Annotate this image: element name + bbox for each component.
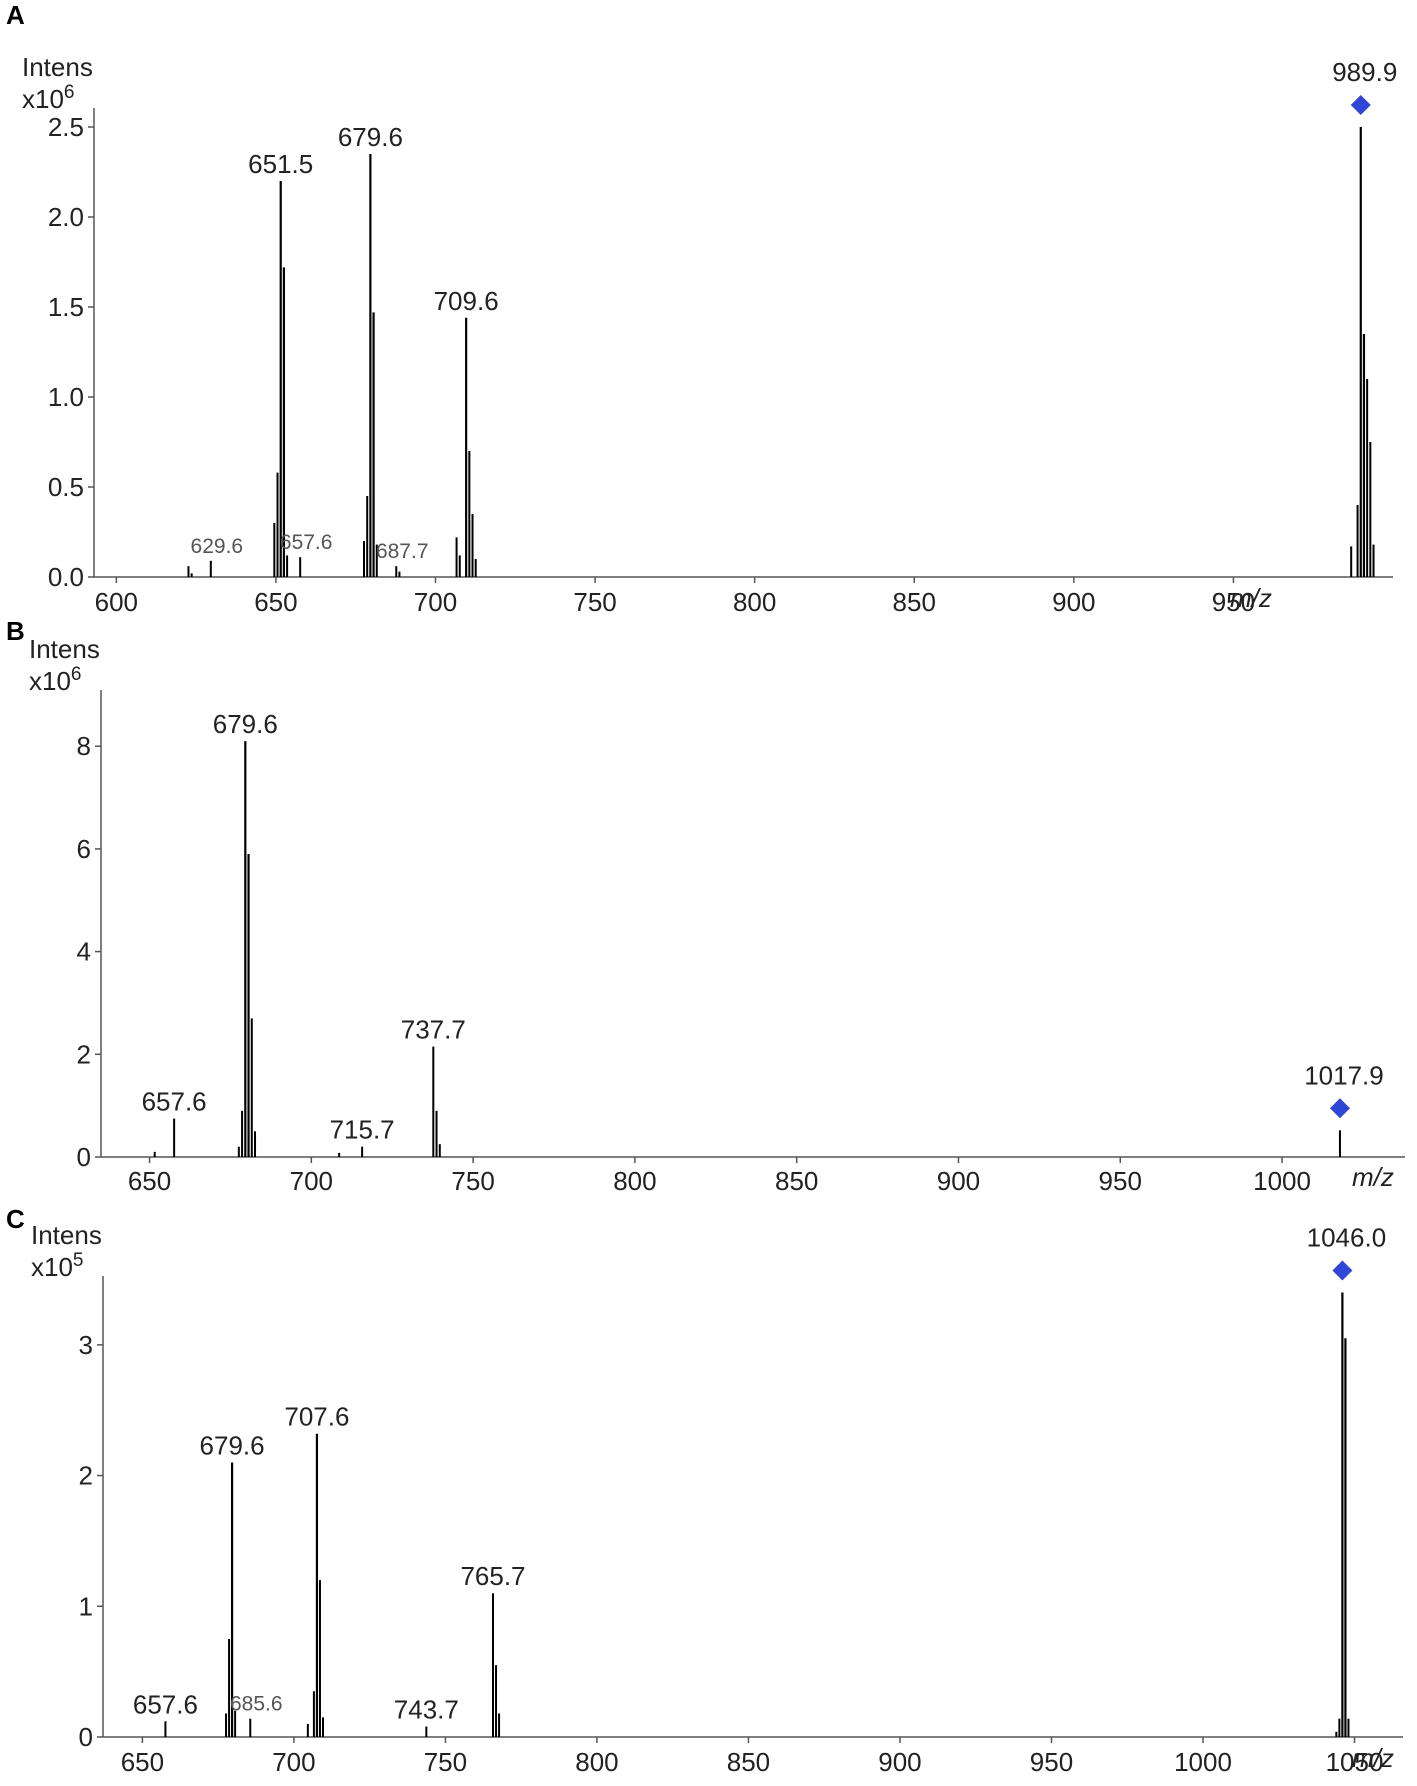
y-axis-exponent-base: x10 [31, 1252, 73, 1282]
x-tick-label: 850 [893, 587, 936, 617]
y-axis-exponent-power: 6 [71, 664, 82, 685]
x-tick-label: 650 [128, 1166, 171, 1196]
x-tick-label: 750 [573, 587, 616, 617]
peak-label: 685.6 [230, 1693, 283, 1716]
y-axis-exponent-base: x10 [22, 84, 64, 114]
x-tick-label: 800 [575, 1747, 618, 1777]
x-tick-label: 1000 [1174, 1747, 1232, 1777]
peak-label: 629.6 [191, 535, 244, 558]
y-axis-label: Intens [29, 634, 100, 664]
x-tick-label: 700 [290, 1166, 333, 1196]
peak-label: 657.6 [142, 1086, 207, 1116]
peak-label: 1046.0 [1307, 1223, 1387, 1253]
precursor-diamond-marker [1350, 95, 1371, 115]
y-axis-label: Intens [22, 52, 93, 82]
y-tick-label: 1.5 [48, 292, 84, 322]
precursor-diamond-marker [1332, 1260, 1353, 1281]
panel-letter: A [6, 0, 25, 30]
y-tick-label: 6 [77, 834, 91, 864]
y-tick-label: 1.0 [48, 382, 84, 412]
y-tick-label: 0.5 [48, 472, 84, 502]
peak-label: 1017.9 [1304, 1060, 1384, 1090]
peak-label: 707.6 [284, 1402, 349, 1432]
x-tick-label: 700 [414, 587, 457, 617]
x-tick-label: 900 [878, 1747, 921, 1777]
y-tick-label: 0.0 [48, 562, 84, 592]
x-tick-label: 950 [1099, 1166, 1142, 1196]
y-tick-label: 0 [77, 1142, 91, 1172]
y-tick-label: 1 [79, 1591, 93, 1621]
x-tick-label: 950 [1030, 1747, 1073, 1777]
y-axis-exponent: x105 [31, 1250, 84, 1282]
y-tick-label: 2 [79, 1461, 93, 1491]
x-tick-label: 1050 [1326, 1747, 1384, 1777]
precursor-diamond-marker [1329, 1098, 1350, 1119]
x-axis-unit: m/z [1230, 583, 1272, 613]
y-axis-exponent: x106 [22, 82, 75, 114]
peak-label: 679.6 [213, 709, 278, 739]
peak-label: 715.7 [330, 1115, 395, 1145]
peak-label: 657.6 [133, 1689, 198, 1719]
x-tick-label: 750 [424, 1747, 467, 1777]
peak-label: 657.6 [280, 531, 333, 554]
y-tick-label: 2.0 [48, 202, 84, 232]
y-axis-label: Intens [31, 1220, 102, 1250]
x-tick-label: 600 [95, 587, 138, 617]
y-tick-label: 4 [77, 937, 91, 967]
y-axis-exponent: x106 [29, 664, 82, 696]
x-tick-label: 650 [254, 587, 297, 617]
peak-label: 737.7 [401, 1015, 466, 1045]
peak-label: 743.7 [394, 1695, 459, 1725]
y-axis-exponent-base: x10 [29, 666, 71, 696]
peak-label: 765.7 [460, 1561, 525, 1591]
x-axis-unit: m/z [1352, 1743, 1394, 1773]
x-tick-label: 750 [451, 1166, 494, 1196]
x-tick-label: 950 [1212, 587, 1255, 617]
peak-label: 989.9 [1332, 57, 1397, 87]
peak-label: 679.6 [200, 1430, 265, 1460]
y-tick-label: 2 [77, 1039, 91, 1069]
panel-letter: B [6, 616, 25, 646]
y-tick-label: 0 [79, 1722, 93, 1752]
peak-label: 709.6 [434, 286, 499, 316]
peak-label: 687.7 [376, 540, 429, 563]
x-tick-label: 1000 [1253, 1166, 1311, 1196]
x-tick-label: 800 [613, 1166, 656, 1196]
x-tick-label: 900 [937, 1166, 980, 1196]
x-tick-label: 700 [272, 1747, 315, 1777]
x-axis-unit: m/z [1352, 1162, 1394, 1192]
x-tick-label: 650 [121, 1747, 164, 1777]
x-tick-label: 800 [733, 587, 776, 617]
y-axis-exponent-power: 6 [64, 82, 75, 103]
panel-letter: C [6, 1204, 25, 1234]
y-axis-exponent-power: 5 [73, 1250, 84, 1271]
y-tick-label: 2.5 [48, 112, 84, 142]
x-tick-label: 850 [775, 1166, 818, 1196]
peak-label: 679.6 [338, 122, 403, 152]
y-tick-label: 8 [77, 731, 91, 761]
x-tick-label: 900 [1052, 587, 1095, 617]
peak-label: 651.5 [248, 149, 313, 179]
y-tick-label: 3 [79, 1330, 93, 1360]
x-tick-label: 850 [727, 1747, 770, 1777]
